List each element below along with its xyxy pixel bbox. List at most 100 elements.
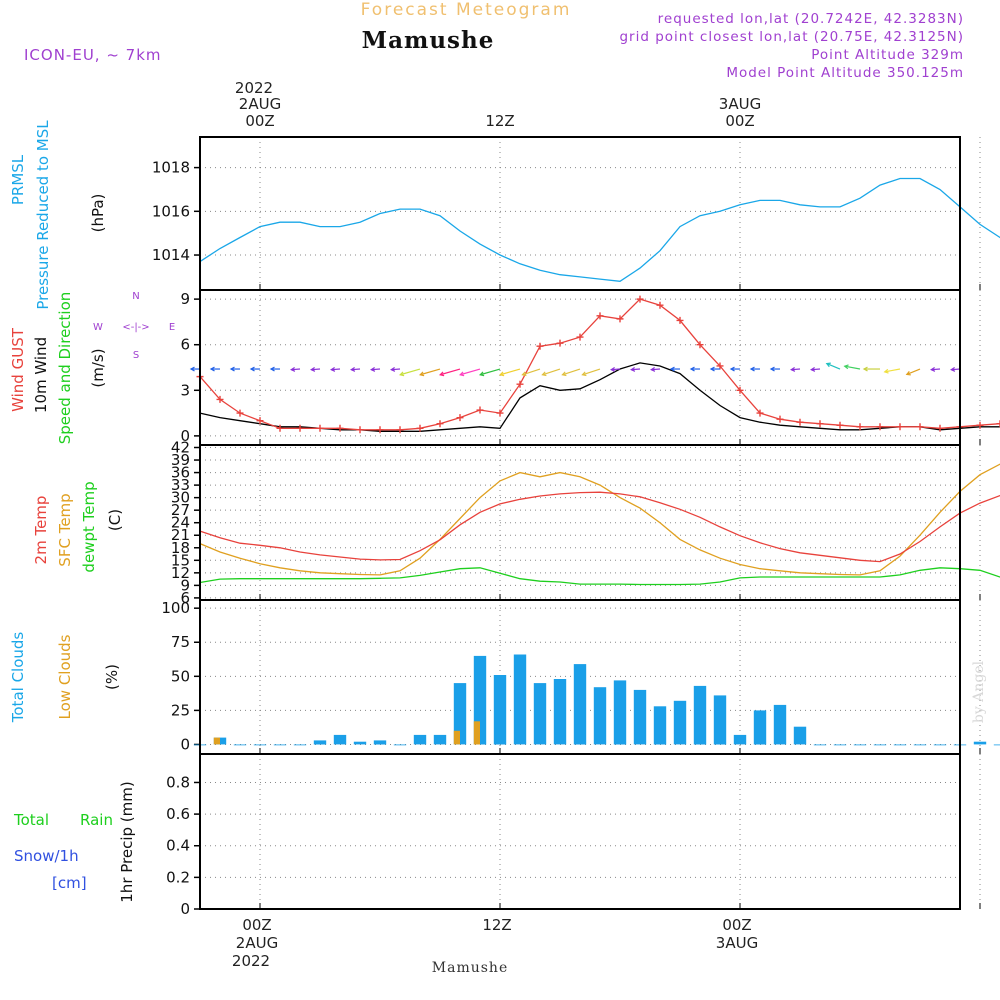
wind-point [856, 423, 864, 431]
low-clouds-bar [473, 721, 480, 745]
wind-direction-arrowhead [229, 366, 235, 372]
wind-point [396, 426, 404, 434]
top-time-label: 00Z [245, 112, 274, 130]
wind-direction-arrowhead [398, 371, 405, 377]
precip-ytick-label: 0.6 [166, 805, 190, 823]
wind-point [296, 424, 304, 432]
wind-direction-arrow [651, 368, 661, 371]
clouds-ytick-label: 25 [171, 701, 190, 719]
temp-ytick-label: 6 [180, 589, 190, 607]
total-clouds-bar [793, 726, 807, 745]
total-clouds-bar [273, 744, 287, 746]
wind-direction-arrowhead [883, 368, 889, 374]
wind-direction-arrowhead [290, 367, 296, 372]
wind-direction-arrow [291, 368, 301, 371]
compass-north: N [132, 291, 139, 302]
wind-direction-arrowhead [905, 370, 911, 376]
top-time-label: 00Z [725, 112, 754, 130]
point-altitude: Point Altitude 329m [811, 47, 964, 63]
total-clouds-bar [913, 744, 927, 746]
total-clouds-bar [833, 744, 847, 746]
wind-point [916, 423, 924, 431]
wind-direction-arrowhead [950, 367, 956, 372]
total-clouds-bar [753, 710, 767, 745]
wind-panel: 0 3 6 9 [180, 289, 1000, 446]
wind-label-1: Wind GUST [9, 327, 27, 412]
total-clouds-bar [553, 679, 567, 745]
wind-point [996, 420, 1000, 428]
wind-direction-arrowhead [862, 366, 868, 372]
total-clouds-bar [333, 734, 347, 745]
wind-point [716, 362, 724, 370]
wind-direction-arrow [811, 368, 821, 371]
total-clouds-bar [633, 689, 647, 745]
total-clouds-bar [973, 741, 987, 745]
total-clouds-bar [853, 744, 867, 746]
precip-ytick-label: 0.8 [166, 773, 190, 791]
bottom-year-label: 2022 [232, 952, 270, 970]
grid-point-coords: grid point closest lon,lat (20.75E, 42.3… [619, 29, 964, 45]
wind-direction-arrowhead [930, 367, 936, 372]
pressure-frame [199, 136, 961, 291]
pressure-panel: 1014 1016 1018 [152, 136, 1000, 291]
wind-point [256, 417, 264, 425]
temp-ytick-label: 12 [171, 564, 190, 582]
wind-ytick-label: 0 [180, 427, 190, 445]
wind-point [336, 424, 344, 432]
compass-south: S [133, 350, 139, 361]
wind-point [316, 424, 324, 432]
wind-point [756, 409, 764, 417]
wind-point [376, 426, 384, 434]
wind-direction-arrowhead [438, 371, 445, 377]
pressure-label-1: PRMSL [9, 154, 27, 205]
temp-unit: (C) [106, 509, 124, 531]
wind-unit: (m/s) [89, 348, 107, 387]
total-clouds-bar [353, 741, 367, 745]
precipitation-panel: 0 0.2 0.4 0.6 0.8 [166, 753, 981, 918]
bottom-date-label: 3AUG [716, 934, 758, 952]
precip-snow-label: Snow/1h [14, 847, 79, 865]
total-clouds-bar [933, 744, 947, 746]
clouds-ytick-label: 0 [180, 735, 190, 753]
wind-ytick-label: 3 [180, 381, 190, 399]
temp-ytick-label: 9 [180, 576, 190, 594]
precip-ytick-label: 0 [180, 900, 190, 918]
wind-direction-arrow [931, 368, 941, 371]
total-clouds-bar [893, 744, 907, 746]
wind-direction-arrow [480, 368, 501, 376]
wind-direction-arrow [311, 368, 321, 371]
wind-direction-arrowhead [269, 366, 275, 372]
wind-direction-arrow [522, 368, 541, 376]
total-clouds-bar [713, 695, 727, 745]
wind-direction-arrowhead [650, 367, 656, 372]
wind-direction-arrow [844, 365, 861, 370]
wind-direction-arrowhead [669, 366, 675, 372]
temp-ytick-label: 21 [171, 526, 190, 544]
model-altitude: Model Point Altitude 350.125m [726, 65, 964, 81]
total-clouds-bar [773, 704, 787, 745]
temp-ytick-label: 36 [171, 464, 190, 482]
total-clouds-bar [313, 740, 327, 745]
total-clouds-bar [873, 744, 887, 746]
temp-label-3: dewpt Temp [80, 481, 98, 572]
wind-series-line [199, 298, 1000, 431]
wind-point [556, 339, 564, 347]
pressure-unit: (hPa) [89, 194, 107, 233]
wind-point [836, 421, 844, 429]
temp-ytick-label: 42 [171, 439, 190, 457]
top-time-label: 12Z [485, 112, 514, 130]
total-clouds-bar [233, 744, 247, 746]
wind-point [456, 414, 464, 422]
clouds-ytick-label: 100 [161, 599, 190, 617]
wind-direction-arrowhead [498, 371, 505, 377]
wind-direction-arrow [562, 368, 581, 376]
wind-direction-arrow [400, 368, 421, 376]
precip-total-label: Total [13, 811, 49, 829]
wind-direction-arrowhead [541, 371, 547, 377]
precip-rain-label: Rain [80, 811, 113, 829]
credit-label: by Angel [971, 660, 987, 723]
wind-direction-arrowhead [825, 362, 831, 368]
wind-label-3: Speed and Direction [56, 292, 74, 445]
